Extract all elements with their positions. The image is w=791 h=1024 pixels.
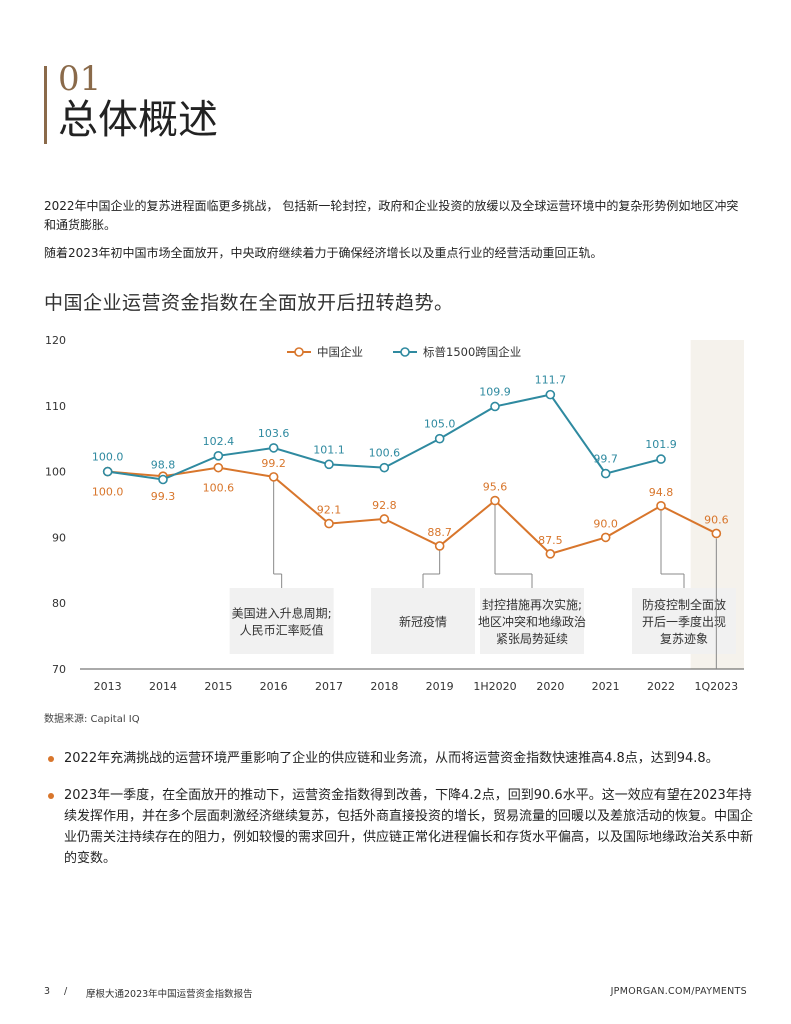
x-tick-label: 2018 — [370, 680, 398, 693]
page-number: 3 — [44, 986, 51, 997]
data-point — [268, 443, 279, 453]
data-source: 数据来源: Capital IQ — [44, 714, 140, 725]
series-line — [107, 466, 717, 555]
legend-marker — [294, 347, 304, 357]
bullet-text: 2022年充满挑战的运营环境严重影响了企业的供应链和业务流，从而将运营资金指数快… — [64, 751, 719, 766]
data-label: 100.0 — [92, 486, 124, 499]
data-point — [268, 472, 279, 482]
y-tick-label: 70 — [52, 663, 66, 676]
data-label: 105.0 — [424, 418, 456, 431]
data-label: 94.8 — [649, 486, 674, 499]
y-tick-label: 110 — [45, 400, 66, 413]
x-tick-label: 2017 — [315, 680, 343, 693]
x-tick-label: 2013 — [94, 680, 122, 693]
annotation-box — [632, 588, 736, 654]
data-point — [434, 541, 445, 551]
data-label: 102.4 — [203, 435, 235, 448]
data-label: 100.0 — [92, 451, 124, 464]
y-tick-label: 90 — [52, 531, 66, 544]
data-point — [379, 462, 390, 473]
data-point — [434, 433, 445, 444]
data-label: 87.5 — [538, 534, 563, 547]
annotation-text: 复苏迹象 — [660, 632, 708, 646]
list-item: 2022年充满挑战的运营环境严重影响了企业的供应链和业务流，从而将运营资金指数快… — [44, 748, 756, 769]
data-label: 100.6 — [369, 447, 401, 460]
annotation-text: 防疫控制全面放 — [642, 597, 726, 612]
data-point — [324, 518, 334, 529]
data-point — [324, 459, 334, 470]
x-tick-label: 1H2020 — [473, 680, 516, 693]
data-label: 90.6 — [704, 513, 729, 526]
data-label: 98.8 — [151, 458, 176, 471]
data-point — [213, 451, 224, 461]
data-point — [600, 468, 611, 479]
data-label: 111.7 — [535, 374, 567, 387]
data-label: 101.9 — [645, 438, 677, 451]
annotation-text: 封控措施再次实施; — [482, 597, 582, 612]
data-label: 99.2 — [261, 457, 286, 470]
x-tick-label: 1Q2023 — [695, 680, 739, 693]
data-point — [545, 389, 556, 400]
data-point — [545, 549, 556, 559]
list-item: 2023年一季度，在全面放开的推动下，运营资金指数得到改善，下降4.2点，回到9… — [44, 785, 756, 869]
x-tick-label: 2016 — [260, 680, 288, 693]
footer-separator: / — [64, 986, 68, 997]
chart-heading: 中国企业运营资金指数在全面放开后扭转趋势。 — [44, 292, 454, 314]
report-title: 摩根大通2023年中国运营资金指数报告 — [86, 989, 253, 1000]
data-point — [600, 532, 611, 543]
line-chart: 70 80 90 100 110 120 2013 2014 2015 2016 2017 2018 2… — [45, 334, 744, 693]
annotation-box — [229, 588, 334, 654]
legend-marker — [400, 347, 410, 357]
section-accent-bar — [44, 66, 47, 144]
y-tick-label: 100 — [45, 466, 66, 479]
x-tick-label: 2014 — [149, 680, 177, 693]
data-point — [656, 454, 666, 464]
bullet-list: 2022年充满挑战的运营环境严重影响了企业的供应链和业务流，从而将运营资金指数快… — [44, 748, 756, 885]
annotation-text: 新冠疫情 — [399, 614, 447, 629]
legend-label: 中国企业 — [317, 345, 363, 359]
annotation-box — [480, 588, 584, 654]
legend-label: 标普1500跨国企业 — [423, 345, 521, 359]
data-label: 90.0 — [593, 517, 618, 530]
section-title: 总体概述 — [58, 97, 218, 143]
bullet-dot-icon — [48, 793, 54, 799]
data-label: 109.9 — [479, 385, 511, 398]
data-point — [379, 514, 390, 524]
data-point — [213, 462, 224, 473]
annotation-text: 人民币汇率贬值 — [240, 623, 324, 638]
data-label: 99.3 — [151, 490, 176, 503]
data-label: 92.1 — [317, 504, 342, 517]
data-label: 103.6 — [258, 427, 290, 440]
data-label: 95.6 — [483, 481, 508, 494]
y-tick-label: 80 — [52, 597, 66, 610]
data-label: 92.8 — [372, 499, 397, 512]
data-point — [490, 495, 500, 506]
data-point — [102, 466, 113, 477]
annotation-text: 开后一季度出现 — [642, 614, 726, 629]
x-tick-label: 2022 — [647, 680, 675, 693]
y-tick-label: 120 — [45, 334, 66, 347]
data-point — [490, 401, 500, 412]
annotation-text: 紧张局势延续 — [496, 632, 568, 646]
bullet-text: 2023年一季度，在全面放开的推动下，运营资金指数得到改善，下降4.2点，回到9… — [64, 788, 754, 866]
x-tick-label: 2020 — [536, 680, 564, 693]
annotation-box — [371, 588, 475, 654]
intro-paragraph-2: 随着2023年初中国市场全面放开，中央政府继续着力于确保经济增长以及重点行业的经… — [44, 246, 603, 260]
data-label: 88.7 — [427, 526, 452, 539]
data-label: 101.1 — [313, 443, 345, 456]
data-point — [711, 528, 722, 539]
x-tick-label: 2015 — [204, 680, 232, 693]
data-point — [158, 474, 168, 485]
data-label: 99.7 — [593, 453, 618, 466]
annotation-text: 地区冲突和地缘政治 — [478, 614, 586, 629]
section-number: 01 — [58, 59, 102, 99]
bullet-dot-icon — [48, 756, 54, 762]
intro-paragraph-1: 2022年中国企业的复苏进程面临更多挑战， 包括新一轮封控，政府和企业投资的放缓… — [44, 199, 739, 232]
x-tick-label: 2019 — [426, 680, 454, 693]
annotation-text: 美国进入升息周期; — [232, 606, 332, 621]
x-tick-label: 2021 — [592, 680, 620, 693]
website-link[interactable]: JPMORGAN.COM/PAYMENTS — [610, 986, 747, 997]
data-label: 100.6 — [203, 482, 235, 495]
data-point — [656, 501, 666, 511]
